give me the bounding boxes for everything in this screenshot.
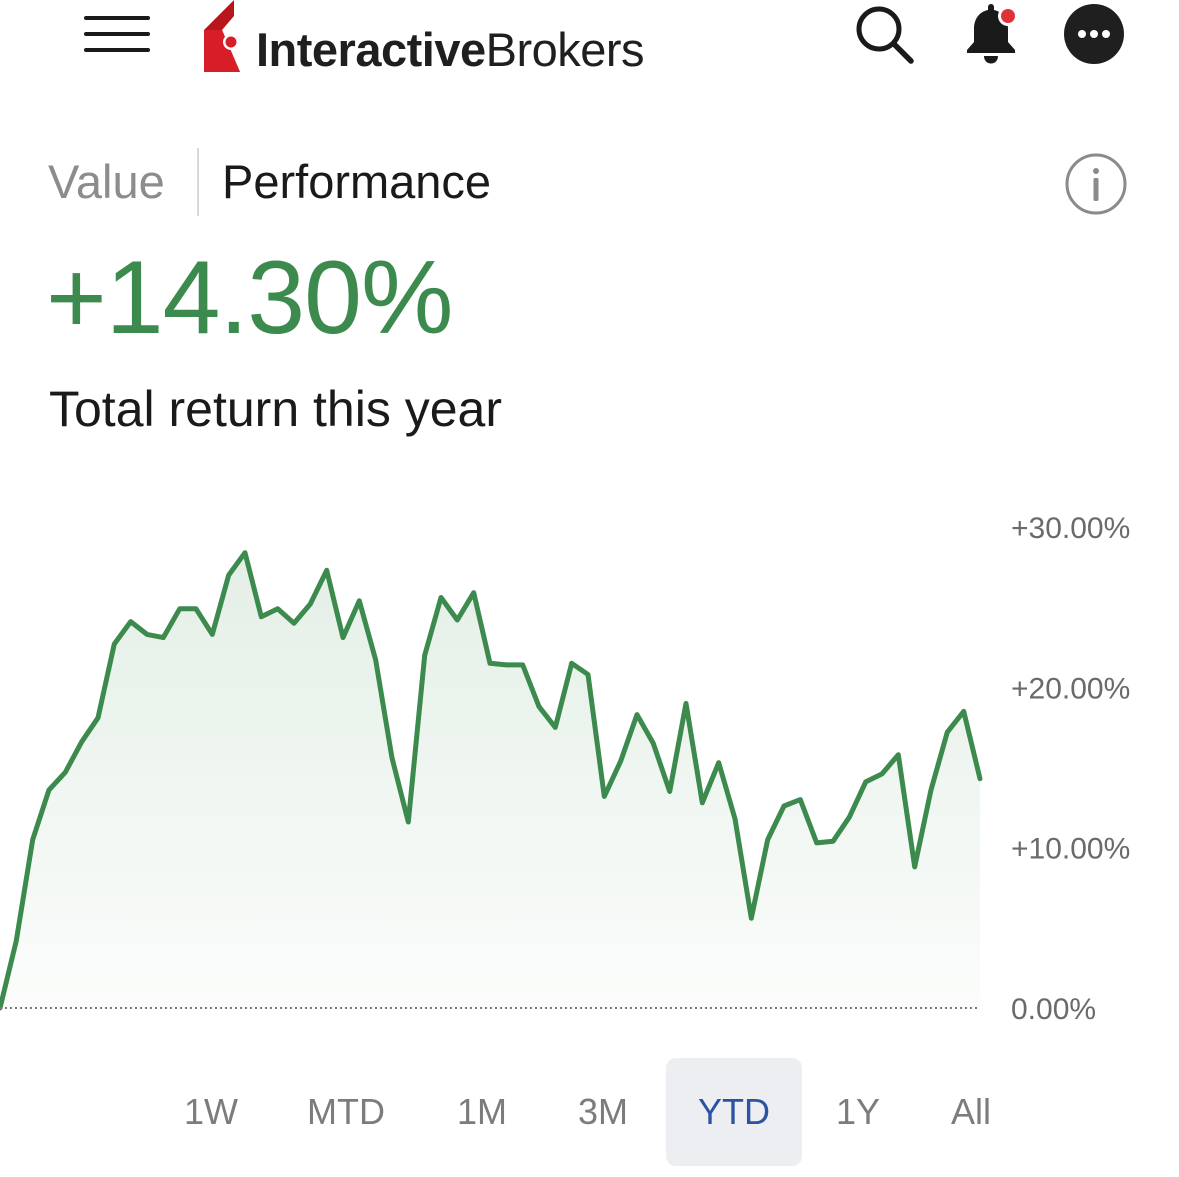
info-icon <box>1065 153 1127 215</box>
tab-divider <box>197 148 199 216</box>
performance-chart: 0.00% +10.00% +20.00% +30.00% <box>0 500 1179 1040</box>
chart-data-point <box>962 709 966 713</box>
chart-data-point <box>700 801 704 805</box>
notifications-button[interactable] <box>958 0 1024 68</box>
chart-data-point <box>978 777 982 781</box>
chart-data-point <box>357 599 361 603</box>
chart-data-point <box>880 772 884 776</box>
chart-data-point <box>390 756 394 760</box>
chart-data-point <box>913 865 917 869</box>
chart-data-point <box>276 607 280 611</box>
chart-data-point <box>651 741 655 745</box>
chart-data-point <box>766 838 770 842</box>
y-axis-tick-label: +30.00% <box>1011 512 1130 545</box>
tab-value[interactable]: Value <box>48 155 165 208</box>
chart-data-point <box>782 804 786 808</box>
chart-data-point <box>308 602 312 606</box>
menu-line <box>84 16 150 20</box>
chart-data-point <box>684 701 688 705</box>
app-header: InteractiveBrokers <box>0 0 1179 100</box>
chart-data-point <box>194 607 198 611</box>
chart-data-point <box>586 673 590 677</box>
chart-data-point <box>521 663 525 667</box>
chart-data-point <box>210 632 214 636</box>
y-axis-tick-label: +20.00% <box>1011 672 1130 705</box>
chart-data-point <box>749 916 753 920</box>
chart-data-point <box>406 820 410 824</box>
chart-data-point <box>602 794 606 798</box>
chart-data-point <box>341 636 345 640</box>
chart-data-point <box>63 770 67 774</box>
time-range-selector: 1W MTD 1M 3M YTD 1Y All <box>0 1058 1179 1168</box>
brand-wordmark-bold: Interactive <box>256 23 486 76</box>
chart-data-point <box>259 615 263 619</box>
chart-data-point <box>798 798 802 802</box>
chart-series-line <box>0 550 983 1011</box>
chart-data-point <box>145 632 149 636</box>
chart-data-point <box>243 551 247 555</box>
chart-data-point <box>668 790 672 794</box>
range-option-1w[interactable]: 1W <box>184 1091 238 1132</box>
search-icon <box>856 6 914 64</box>
range-option-1m[interactable]: 1M <box>456 1091 507 1132</box>
info-button[interactable] <box>1064 152 1128 216</box>
range-option-ytd[interactable]: YTD <box>666 1058 802 1166</box>
range-option-3m[interactable]: 3M <box>577 1091 628 1132</box>
chart-data-point <box>815 841 819 845</box>
menu-line <box>84 32 150 36</box>
chart-data-point <box>14 939 18 943</box>
chart-data-point <box>717 761 721 765</box>
total-return-value: +14.30% <box>46 240 453 356</box>
y-axis-tick-label: +10.00% <box>1011 833 1130 866</box>
chart-area-fill <box>0 552 980 1008</box>
chart-data-point <box>733 817 737 821</box>
interactive-brokers-logo-mark <box>204 0 240 72</box>
notification-dot <box>1001 9 1015 23</box>
brand-wordmark-regular: Brokers <box>485 23 645 76</box>
chart-data-point <box>472 591 476 595</box>
chart-data-point <box>439 596 443 600</box>
y-axis-tick-label: 0.00% <box>1011 993 1096 1026</box>
chart-data-point <box>831 839 835 843</box>
chart-data-point <box>47 788 51 792</box>
menu-line <box>84 48 150 52</box>
performance-chart-svg: 0.00% +10.00% +20.00% +30.00% <box>0 512 1130 1026</box>
chart-data-point <box>455 618 459 622</box>
chart-data-point <box>570 661 574 665</box>
chart-data-point <box>374 658 378 662</box>
chart-data-point <box>847 815 851 819</box>
chart-data-point <box>129 620 133 624</box>
chart-data-point <box>112 642 116 646</box>
chart-data-point <box>178 607 182 611</box>
hamburger-menu-button[interactable] <box>82 12 152 56</box>
chart-data-point <box>619 759 623 763</box>
chart-data-point <box>325 568 329 572</box>
chart-data-point <box>96 716 100 720</box>
chart-data-point <box>423 653 427 657</box>
chart-data-point <box>31 838 35 842</box>
chart-data-point <box>504 663 508 667</box>
chart-data-point <box>537 705 541 709</box>
chart-data-point <box>80 740 84 744</box>
chart-data-point <box>488 661 492 665</box>
chart-data-point <box>945 730 949 734</box>
chart-data-point <box>929 788 933 792</box>
more-options-icon <box>1064 4 1124 64</box>
total-return-label: Total return this year <box>49 381 502 437</box>
bell-icon <box>967 4 1018 64</box>
range-option-1y[interactable]: 1Y <box>835 1091 881 1132</box>
tab-performance[interactable]: Performance <box>222 155 492 208</box>
chart-data-point <box>292 621 296 625</box>
chart-data-point <box>161 636 165 640</box>
chart-data-point <box>864 780 868 784</box>
chart-data-point <box>553 725 557 729</box>
search-button[interactable] <box>852 2 916 66</box>
brand-wordmark: InteractiveBrokers <box>256 20 645 80</box>
chart-data-point <box>635 713 639 717</box>
more-options-button[interactable] <box>1062 2 1126 66</box>
range-option-all[interactable]: All <box>950 1091 991 1132</box>
range-option-mtd[interactable]: MTD <box>307 1091 385 1132</box>
chart-data-point <box>896 753 900 757</box>
chart-data-point <box>227 573 231 577</box>
